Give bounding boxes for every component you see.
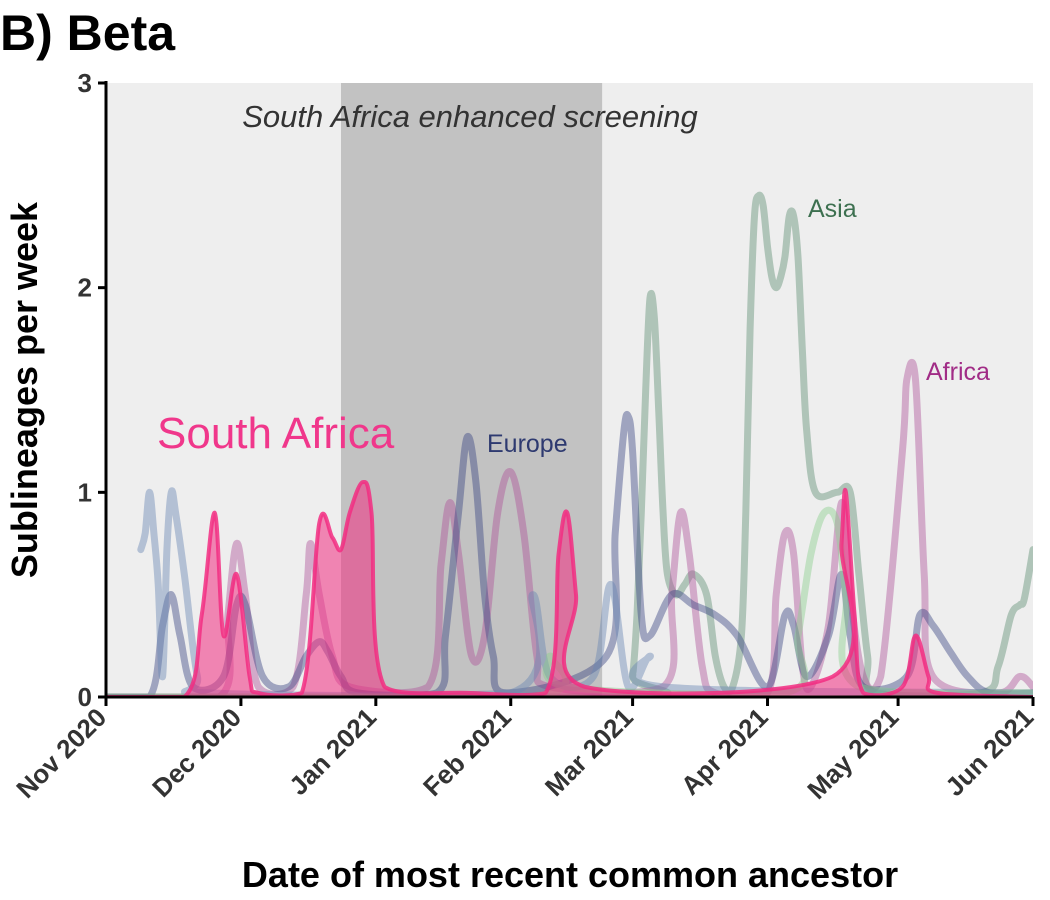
x-tick-label: Dec 2020	[146, 702, 247, 803]
y-tick-label: 1	[78, 477, 92, 507]
series-line-asia	[106, 191, 1033, 697]
x-tick-label: Jun 2021	[939, 702, 1039, 802]
x-tick-label: Nov 2020	[10, 702, 112, 804]
series-line-europe	[106, 411, 1033, 697]
x-tick-label: May 2021	[801, 702, 904, 805]
series-line-africa	[106, 359, 1033, 697]
series-fill-south-africa	[106, 482, 1033, 697]
annotation-europe: Europe	[487, 430, 568, 458]
annotation-south-africa: South Africa	[157, 409, 395, 458]
x-ticks: Nov 2020 Dec 2020 Jan 2021 Feb 2021 Mar 2021…	[10, 697, 1039, 805]
y-tick-label: 0	[78, 682, 92, 712]
series-line-south-africa	[106, 480, 1033, 697]
y-axis-label: Sublineages per week	[4, 201, 45, 578]
x-tick-label: Feb 2021	[417, 702, 517, 802]
y-tick-label: 2	[78, 273, 92, 303]
x-tick-label: Jan 2021	[283, 702, 382, 801]
y-tick-label: 3	[78, 68, 92, 98]
x-axis-label: Date of most recent common ancestor	[242, 854, 898, 895]
enhanced-screening-label: South Africa enhanced screening	[242, 99, 698, 134]
x-tick-label: Apr 2021	[675, 702, 774, 801]
annotation-asia: Asia	[808, 195, 857, 223]
x-tick-label: Mar 2021	[539, 702, 639, 802]
series-layer	[106, 191, 1033, 697]
annotation-africa: Africa	[926, 358, 990, 386]
panel-title: B) Beta	[0, 5, 176, 61]
y-ticks: 0 1 2 3	[78, 68, 106, 712]
